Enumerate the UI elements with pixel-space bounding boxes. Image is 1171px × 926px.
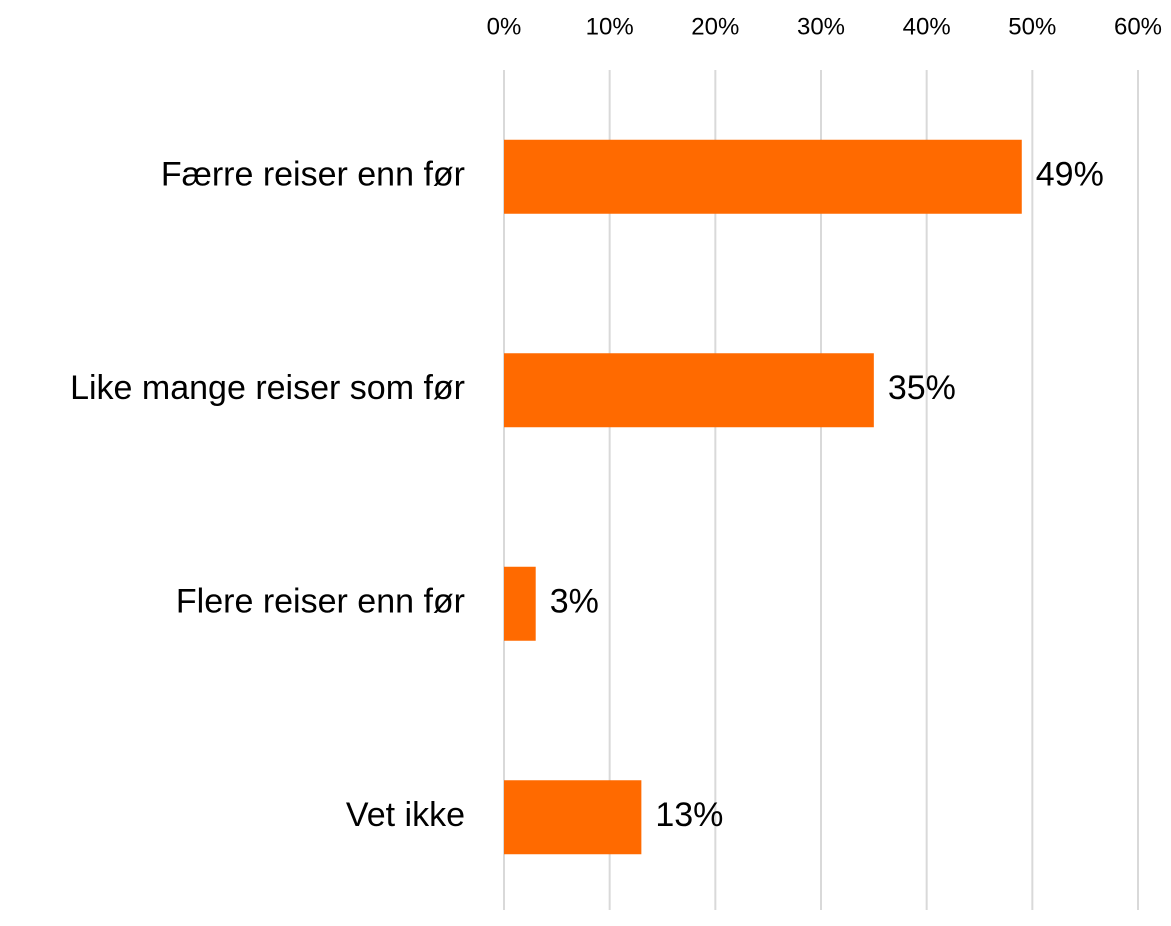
- bar: [504, 139, 1022, 214]
- data-label: 13%: [655, 796, 723, 834]
- x-tick-label: 40%: [903, 13, 951, 40]
- bar: [504, 566, 536, 641]
- category-label: Vet ikke: [346, 796, 465, 834]
- x-tick-label: 20%: [691, 13, 739, 40]
- data-label: 3%: [550, 583, 599, 621]
- data-label: 35%: [888, 369, 956, 407]
- data-label: 49%: [1036, 156, 1104, 194]
- bar: [504, 353, 874, 428]
- x-tick-label: 60%: [1114, 13, 1162, 40]
- category-label: Like mange reiser som før: [70, 369, 465, 407]
- x-tick-label: 0%: [487, 13, 522, 40]
- category-label: Færre reiser enn før: [161, 156, 465, 194]
- x-tick-label: 50%: [1008, 13, 1056, 40]
- category-label: Flere reiser enn før: [176, 583, 465, 621]
- x-tick-label: 10%: [586, 13, 634, 40]
- bar: [504, 780, 642, 855]
- x-tick-label: 30%: [797, 13, 845, 40]
